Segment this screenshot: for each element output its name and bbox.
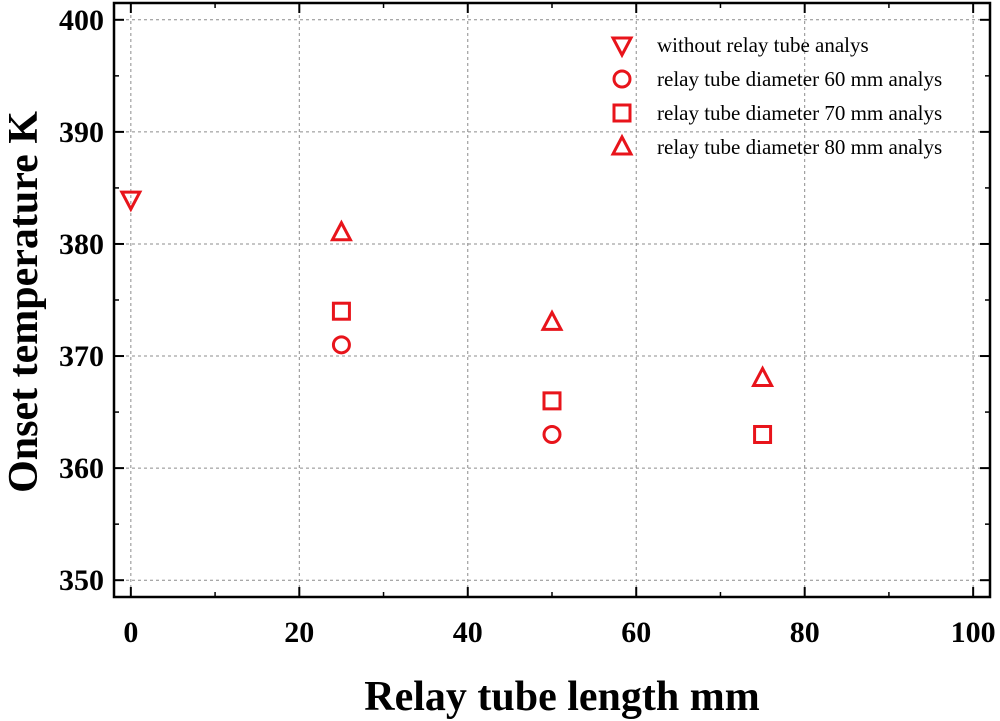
y-tick-label: 350	[59, 564, 104, 597]
data-point-square-2-1	[542, 391, 562, 411]
y-tick-label: 380	[59, 228, 104, 261]
legend-marker-square	[612, 103, 632, 123]
data-point-triangle-up-3-0	[329, 219, 353, 242]
plot-frame	[112, 1, 992, 599]
legend: without relay tube analys relay tube diam…	[610, 33, 942, 159]
legend-label: relay tube diameter 70 mm analys	[657, 101, 942, 125]
grid	[114, 3, 990, 597]
x-tick-label: 0	[123, 616, 138, 649]
x-tick-label: 40	[453, 616, 483, 649]
data-point-triangle-up-3-1	[540, 309, 564, 331]
x-tick-label: 100	[951, 616, 996, 649]
data-point-triangle-up-3-2	[751, 365, 775, 387]
legend-label: relay tube diameter 80 mm analys	[657, 135, 942, 159]
legend-marker-circle	[612, 69, 632, 89]
x-tick-label: 80	[790, 616, 820, 649]
x-axis-title: Relay tube length mm	[364, 674, 759, 720]
legend-marker-triangle-down	[610, 36, 634, 59]
data-point-square-2-2	[753, 424, 773, 444]
data-point-circle-1-1	[542, 424, 562, 444]
y-tick-label: 390	[59, 116, 104, 149]
data-point-square-2-0	[331, 301, 351, 321]
data-point-circle-1-0	[331, 335, 351, 355]
legend-label: relay tube diameter 60 mm analys	[657, 67, 942, 91]
y-tick-label: 360	[59, 452, 104, 485]
x-tick-label: 20	[284, 616, 314, 649]
data-point-triangle-down-0-0	[119, 190, 143, 213]
legend-marker-triangle-up	[610, 133, 634, 156]
axis-ticks	[114, 3, 990, 597]
legend-label: without relay tube analys	[657, 33, 869, 57]
y-axis-title: Onset temperature K	[1, 111, 47, 493]
x-tick-label: 60	[621, 616, 651, 649]
y-tick-label: 400	[59, 4, 104, 37]
tick-labels: 0 20 40 60 80 100 350 360 370 380 390 400	[59, 4, 996, 649]
y-tick-label: 370	[59, 340, 104, 373]
data-points	[119, 190, 775, 444]
